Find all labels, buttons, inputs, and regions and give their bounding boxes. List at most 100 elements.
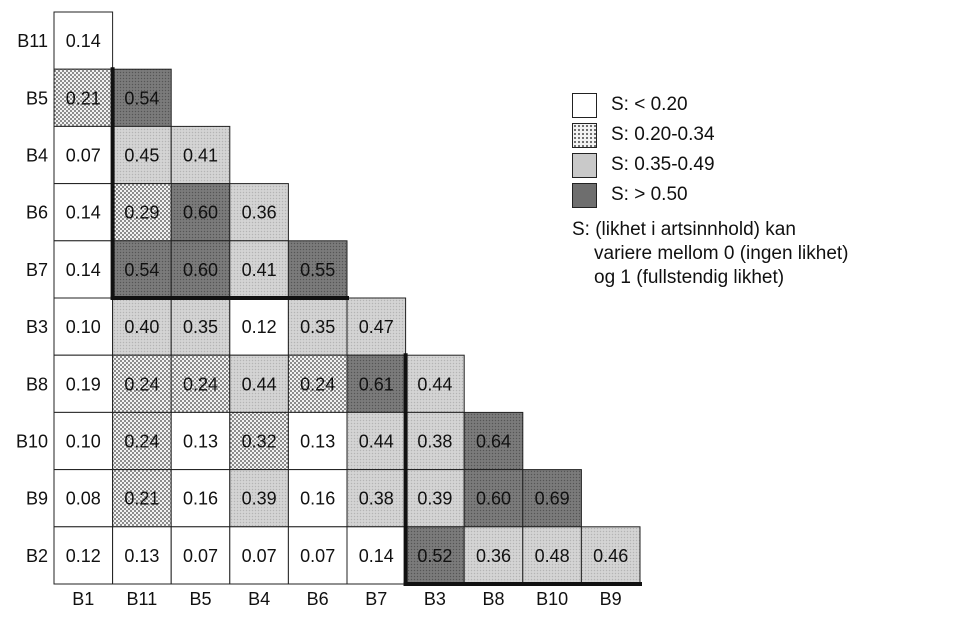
matrix-cell — [229, 526, 289, 585]
matrix-cell — [229, 469, 289, 528]
column-label: B10 — [536, 589, 568, 609]
row-label: B7 — [26, 260, 48, 280]
matrix-cell — [112, 297, 172, 356]
matrix-cell — [112, 354, 172, 413]
cell-value-label: 0.14 — [66, 31, 101, 51]
matrix-cell — [170, 297, 231, 356]
cell-value-label: 0.21 — [66, 88, 101, 108]
cell-value-label: 0.38 — [417, 432, 452, 452]
cell-value-label: 0.36 — [242, 203, 277, 223]
row-label: B4 — [26, 146, 48, 166]
column-label: B4 — [248, 589, 270, 609]
cell-value-label: 0.60 — [476, 489, 511, 509]
cell-value-label: 0.60 — [183, 260, 218, 280]
matrix-cell — [112, 240, 172, 299]
matrix-cell — [53, 354, 114, 413]
cell-value-label: 0.12 — [66, 546, 101, 566]
cell-value-label: 0.32 — [242, 432, 277, 452]
legend-note: S: (likhet i artsinnhold) kan variere me… — [572, 218, 962, 290]
cell-value-label: 0.40 — [124, 317, 159, 337]
cell-value-label: 0.35 — [300, 317, 335, 337]
matrix-cell — [112, 68, 172, 127]
cell-value-label: 0.24 — [124, 374, 159, 394]
row-label: B9 — [26, 489, 48, 509]
row-label: B11 — [17, 31, 48, 51]
cell-value-label: 0.13 — [124, 546, 159, 566]
cell-value-label: 0.16 — [300, 489, 335, 509]
matrix-cell — [405, 354, 465, 413]
matrix-cell — [170, 125, 231, 185]
matrix-cell — [229, 183, 289, 242]
legend-note-line: S: (likhet i artsinnhold) kan — [572, 219, 796, 240]
cell-value-label: 0.44 — [242, 374, 277, 394]
cell-value-label: 0.08 — [66, 489, 101, 509]
matrix-cell — [522, 469, 582, 528]
matrix-cell — [405, 469, 465, 528]
matrix-cell — [53, 68, 114, 127]
cell-value-label: 0.46 — [593, 546, 628, 566]
cell-value-label: 0.24 — [300, 374, 335, 394]
cell-value-label: 0.45 — [124, 146, 159, 166]
cell-value-label: 0.55 — [300, 260, 335, 280]
legend-label: S: 0.35-0.49 — [611, 154, 715, 175]
column-label: B7 — [365, 589, 387, 609]
cell-value-label: 0.24 — [124, 432, 159, 452]
legend-swatch-dots — [572, 122, 597, 148]
cell-value-label: 0.13 — [183, 432, 218, 452]
matrix-cell — [53, 411, 114, 471]
legend-item-high: S: > 0.50 — [572, 180, 962, 210]
legend-swatch-light-gray — [572, 152, 597, 178]
matrix-cell — [170, 411, 231, 471]
cell-value-label: 0.69 — [535, 489, 570, 509]
cell-value-label: 0.14 — [359, 546, 394, 566]
cell-value-label: 0.10 — [66, 432, 101, 452]
row-label: B10 — [16, 432, 48, 452]
cell-value-label: 0.61 — [359, 374, 394, 394]
matrix-cell — [580, 526, 641, 585]
matrix-cell — [287, 297, 348, 356]
row-label: B5 — [26, 88, 48, 108]
legend-label: S: 0.20-0.34 — [611, 124, 715, 145]
cell-value-label: 0.29 — [124, 203, 159, 223]
cell-value-label: 0.07 — [66, 146, 101, 166]
row-label: B3 — [26, 317, 48, 337]
column-label: B11 — [127, 589, 158, 609]
cell-value-label: 0.21 — [124, 489, 159, 509]
legend-label: S: > 0.50 — [611, 184, 688, 205]
legend-note-line: variere mellom 0 (ingen likhet) — [594, 243, 849, 264]
column-label: B3 — [424, 589, 446, 609]
legend-label: S: < 0.20 — [611, 94, 688, 115]
cell-value-label: 0.38 — [359, 489, 394, 509]
cell-value-label: 0.41 — [242, 260, 277, 280]
matrix-cell — [229, 354, 289, 413]
matrix-cell — [346, 354, 407, 413]
cell-value-label: 0.64 — [476, 432, 511, 452]
cell-value-label: 0.14 — [66, 203, 101, 223]
column-label: B5 — [189, 589, 211, 609]
cell-value-label: 0.54 — [124, 88, 159, 108]
cell-value-label: 0.13 — [300, 432, 335, 452]
matrix-cell — [112, 526, 172, 585]
cell-value-label: 0.07 — [242, 546, 277, 566]
matrix-cell — [170, 526, 231, 585]
column-label: B8 — [482, 589, 504, 609]
column-label: B1 — [72, 589, 94, 609]
row-label: B2 — [26, 546, 48, 566]
matrix-cell — [522, 526, 582, 585]
cell-value-label: 0.36 — [476, 546, 511, 566]
cell-value-label: 0.10 — [66, 317, 101, 337]
cell-value-label: 0.47 — [359, 317, 394, 337]
matrix-cell — [346, 297, 407, 356]
legend-swatch-dark-gray — [572, 182, 597, 208]
legend-swatch-blank — [572, 92, 597, 118]
cell-value-label: 0.54 — [124, 260, 159, 280]
row-label: B6 — [26, 203, 48, 223]
cell-value-label: 0.60 — [183, 203, 218, 223]
cell-value-label: 0.44 — [417, 374, 452, 394]
legend: S: < 0.20 S: 0.20-0.34 S: 0.35-0.49 S: >… — [572, 90, 962, 290]
matrix-cell — [229, 297, 289, 356]
cell-value-label: 0.44 — [359, 432, 394, 452]
cell-value-label: 0.24 — [183, 374, 218, 394]
